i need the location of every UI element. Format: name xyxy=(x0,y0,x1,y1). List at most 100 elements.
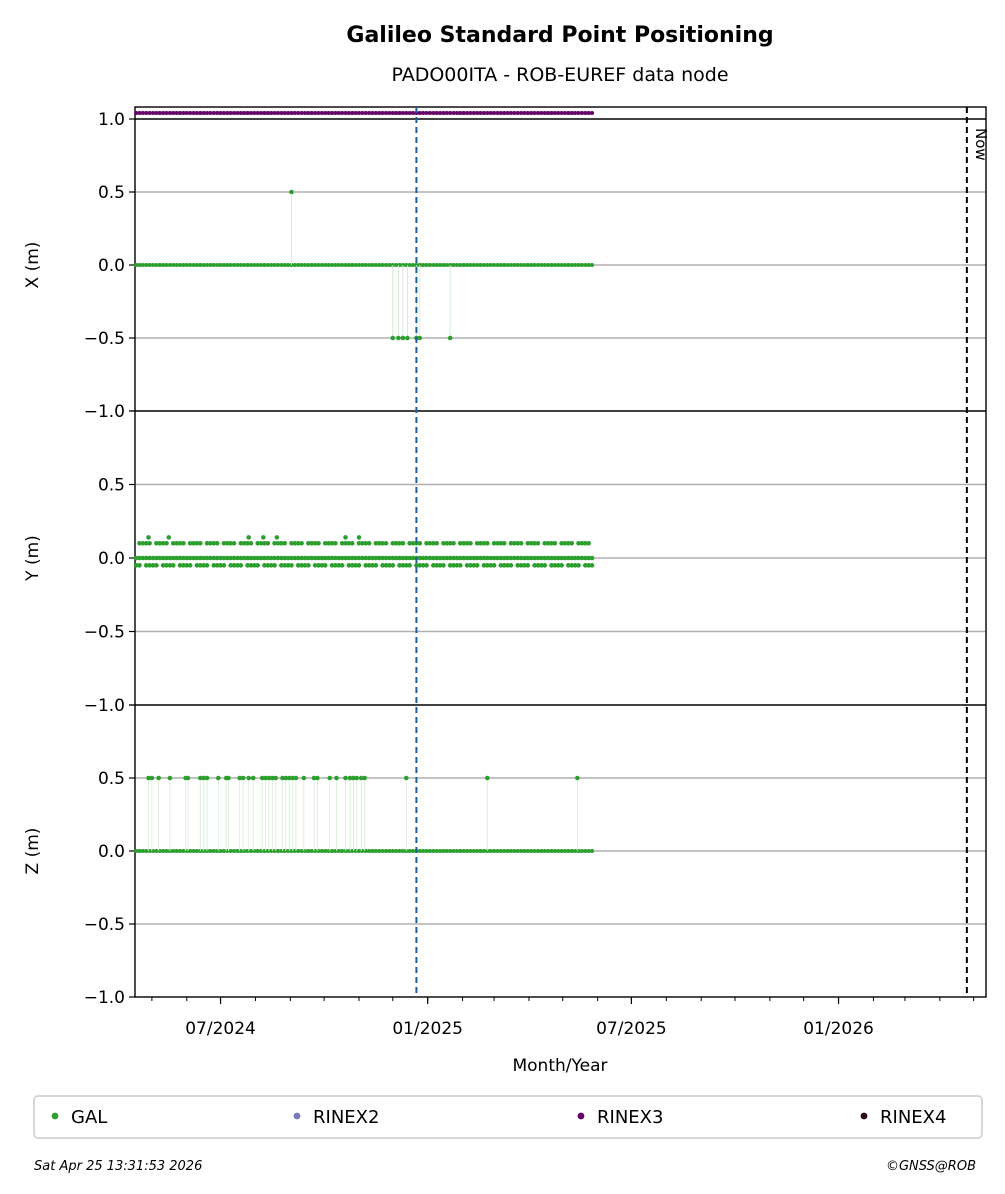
rinex3-point xyxy=(194,111,199,115)
gal-point xyxy=(285,563,291,568)
gal-point xyxy=(367,263,372,267)
gal-point xyxy=(535,555,541,561)
gal-point xyxy=(225,263,230,267)
gal-point xyxy=(488,555,494,561)
gal-point xyxy=(586,849,591,853)
gal-point xyxy=(154,555,159,561)
gal-point xyxy=(468,563,473,568)
gal-point xyxy=(255,263,260,267)
gal-point xyxy=(424,555,429,561)
gal-point xyxy=(218,555,223,561)
gal-outlier-point xyxy=(485,775,490,781)
gal-point xyxy=(505,849,510,853)
gal-outlier-point xyxy=(146,775,151,781)
y-tick-label: 0.0 xyxy=(98,256,125,276)
gal-point xyxy=(411,263,416,267)
rinex3-point xyxy=(242,111,247,115)
gal-point xyxy=(339,541,345,546)
gal-point xyxy=(356,555,362,561)
gal-outlier-point xyxy=(167,775,173,781)
gal-point xyxy=(299,849,304,853)
gal-point xyxy=(461,263,466,267)
gal-point xyxy=(582,563,588,568)
gal-point xyxy=(424,541,429,546)
gal-point xyxy=(407,263,412,267)
rinex3-point xyxy=(387,111,392,115)
gal-point xyxy=(255,563,260,568)
gal-point xyxy=(512,555,517,561)
rinex3-point xyxy=(181,111,186,115)
gal-point xyxy=(160,541,166,546)
rinex3-point xyxy=(309,111,314,115)
rinex3-point xyxy=(481,111,486,115)
gal-point xyxy=(556,849,561,853)
gal-point xyxy=(214,541,220,546)
rinex3-point xyxy=(549,111,554,115)
chart-subtitle: PADO00ITA - ROB-EUREF data node xyxy=(391,64,728,86)
gal-point xyxy=(177,541,183,546)
gal-point xyxy=(346,555,352,561)
gal-point xyxy=(363,263,368,267)
gal-point xyxy=(336,263,341,267)
gal-point xyxy=(289,541,294,546)
gal-point xyxy=(566,541,571,546)
gal-point xyxy=(427,849,432,853)
gal-point xyxy=(214,555,220,561)
gal-point xyxy=(495,541,500,546)
rinex3-point xyxy=(188,111,193,115)
gal-point xyxy=(559,541,564,546)
gal-point xyxy=(177,563,183,568)
gal-point xyxy=(539,263,544,267)
gal-point xyxy=(532,541,537,546)
gal-point xyxy=(204,541,210,546)
gal-outlier-point xyxy=(156,775,161,781)
gal-point xyxy=(387,555,392,561)
gal-point xyxy=(184,563,190,568)
legend-box xyxy=(33,1095,983,1139)
gal-outlier-point xyxy=(280,775,285,781)
legend-label: GAL xyxy=(71,1107,107,1128)
gal-point xyxy=(576,263,581,267)
gal-point xyxy=(532,849,537,853)
gal-point xyxy=(407,563,412,568)
gal-point xyxy=(285,555,291,561)
y-tick-label: 0.0 xyxy=(98,842,125,862)
gal-point xyxy=(228,263,233,267)
rinex3-point xyxy=(255,111,260,115)
gal-point xyxy=(289,555,294,561)
gal-point xyxy=(309,263,314,267)
gal-point xyxy=(421,263,426,267)
gal-point xyxy=(302,563,308,568)
rinex3-point xyxy=(265,111,270,115)
gal-point xyxy=(187,541,193,546)
rinex3-point xyxy=(461,111,466,115)
gal-point xyxy=(184,555,190,561)
gal-point xyxy=(373,555,379,561)
gal-point xyxy=(272,541,277,546)
gal-point xyxy=(312,541,318,546)
gal-point xyxy=(269,263,274,267)
gal-point xyxy=(546,849,551,853)
gal-point xyxy=(555,563,561,568)
gal-point xyxy=(312,563,318,568)
gal-point xyxy=(279,541,284,546)
gal-point xyxy=(377,263,382,267)
gal-point xyxy=(542,563,548,568)
gal-point xyxy=(265,563,271,568)
gal-point xyxy=(522,849,527,853)
rinex3-point xyxy=(569,111,574,115)
rinex3-point xyxy=(282,111,287,115)
rinex3-point xyxy=(221,111,226,115)
gal-point xyxy=(235,555,240,561)
chart-title: Galileo Standard Point Positioning xyxy=(346,23,773,48)
gal-point xyxy=(275,849,280,853)
gal-point xyxy=(414,541,419,546)
gal-point xyxy=(539,849,544,853)
gal-point xyxy=(420,563,426,568)
gal-point xyxy=(518,541,524,546)
gal-point xyxy=(400,563,406,568)
rinex3-point xyxy=(228,111,233,115)
y-tick-label: −0.5 xyxy=(84,623,125,643)
rinex3-point xyxy=(525,111,530,115)
legend-marker xyxy=(577,1112,585,1120)
